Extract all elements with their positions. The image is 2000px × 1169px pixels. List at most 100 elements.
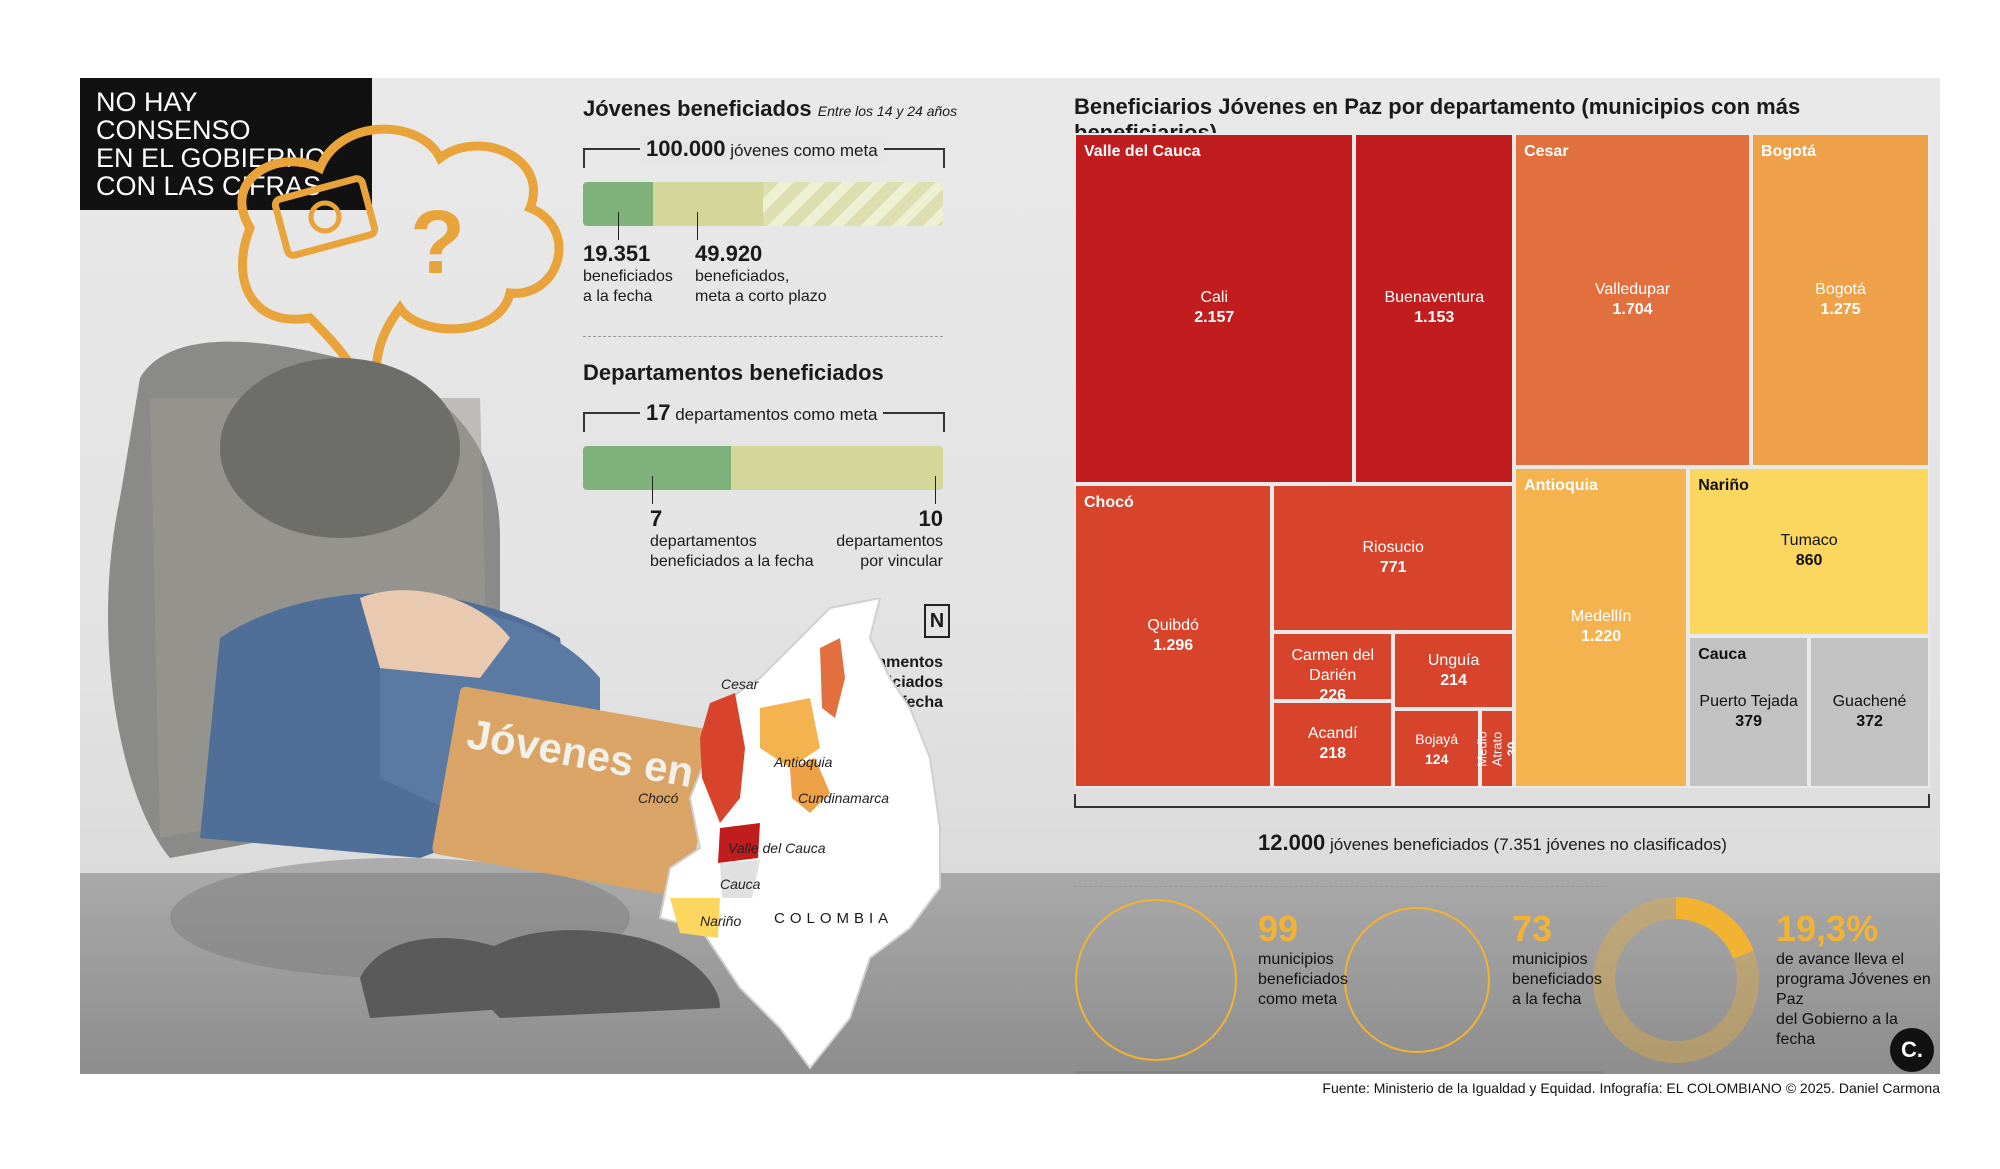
map-label-cauca: Cauca xyxy=(720,876,761,892)
money-icon xyxy=(271,175,379,259)
stat-current-value: 73 xyxy=(1512,908,1553,949)
municipality-name: Buenaventura xyxy=(1384,289,1485,307)
municipality-name: Medio Atrato xyxy=(1474,730,1505,767)
progress-ring-fill xyxy=(1675,897,1754,960)
map-label-narino: Nariño xyxy=(700,913,742,929)
treemap-cell-tumaco: Nariño Tumaco 860 xyxy=(1688,466,1930,636)
dept-cauca xyxy=(720,860,760,898)
stat-goal-desc: municipios beneficiados como meta xyxy=(1258,950,1348,1010)
youth-subtitle: Entre los 14 y 24 años xyxy=(817,103,958,119)
desc-line: programa Jóvenes en Paz xyxy=(1776,971,1931,1008)
treemap-dept-label: Chocó xyxy=(1084,493,1134,511)
treemap-cell-carmen-del-dari-n: Carmen del Darién 226 xyxy=(1272,631,1394,704)
desc-line: de avance lleva el xyxy=(1776,951,1905,968)
departments-goal-value: 17 xyxy=(646,400,671,425)
treemap-municipality-label: Tumaco 860 xyxy=(1690,531,1928,571)
stat-progress-value: 19,3% xyxy=(1776,908,1879,949)
treemap-cell-acand-: Acandí 218 xyxy=(1272,700,1394,788)
departments-progress-bar xyxy=(583,446,943,490)
total-label: 12.000 jóvenes beneficiados (7.351 jóven… xyxy=(1258,830,1727,856)
stats-graphics xyxy=(1074,897,1759,1073)
municipality-name: Medellín xyxy=(1570,608,1632,626)
treemap-cell-puerto-tejada: Cauca Puerto Tejada 379 xyxy=(1688,635,1810,788)
departments-pending-tick xyxy=(935,476,936,504)
youth-short-term-segment xyxy=(653,182,763,226)
total-note: (7.351 jóvenes no clasificados) xyxy=(1493,835,1727,854)
sitting-person-figure xyxy=(108,341,720,1018)
youth-short-desc: beneficiados, meta a corto plazo xyxy=(695,267,827,307)
municipality-value: 1.275 xyxy=(1820,300,1861,318)
municipality-name: Puerto Tejada xyxy=(1699,692,1798,710)
treemap-municipality-label: Carmen del Darién 226 xyxy=(1274,646,1391,706)
municipality-value: 2.157 xyxy=(1194,309,1235,327)
municipality-name: Bojayá xyxy=(1415,730,1459,747)
municipality-value: 124 xyxy=(1425,750,1449,767)
headline-line: NO HAY CONSENSO xyxy=(96,87,251,145)
youth-title: Jóvenes beneficiados Entre los 14 y 24 a… xyxy=(583,96,957,122)
total-value: 12.000 xyxy=(1258,830,1326,855)
departments-goal-label: 17 departamentos como meta xyxy=(640,400,884,426)
headline-box: NO HAY CONSENSO EN EL GOBIERNO CON LAS C… xyxy=(80,78,372,210)
thought-cloud-icon xyxy=(237,124,564,410)
treemap-municipality-label: Acandí 218 xyxy=(1274,724,1391,764)
treemap-cell-bojay-: Bojayá 124 xyxy=(1393,709,1481,788)
dept-narino xyxy=(670,898,720,938)
treemap-dept-label: Cauca xyxy=(1698,645,1747,663)
desc-line: meta a corto plazo xyxy=(695,288,827,305)
dept-cundinamarca xyxy=(790,758,830,813)
treemap-municipality-label: Guachené 372 xyxy=(1811,692,1928,732)
country-shape xyxy=(658,598,941,1070)
youth-current-value: 19.351 xyxy=(583,241,651,266)
municipality-name: Valledupar xyxy=(1594,280,1671,298)
illustration: ? Jóvenes en Paz xyxy=(108,124,740,1018)
map-country-label: COLOMBIA xyxy=(774,910,894,927)
desc-line: como meta xyxy=(1258,991,1338,1008)
municipality-name: Tumaco xyxy=(1780,532,1838,550)
youth-goal-text: jóvenes como meta xyxy=(730,141,878,160)
treemap-dept-label: Bogotá xyxy=(1761,143,1817,160)
treemap-dept-label: Nariño xyxy=(1698,476,1749,494)
treemap-municipality-label: Cali 2.157 xyxy=(1076,288,1352,328)
desc-line: departamentos xyxy=(650,533,757,550)
total-text: jóvenes beneficiados xyxy=(1330,835,1489,854)
el-colombiano-logo: C. xyxy=(1890,1028,1934,1072)
municipality-value: 372 xyxy=(1856,712,1883,730)
youth-short-tick xyxy=(697,212,698,240)
municipality-name: Acandí xyxy=(1307,725,1358,743)
municipality-value: 379 xyxy=(1735,712,1762,730)
municipality-value: 1.153 xyxy=(1414,309,1455,327)
treemap-municipality-label: Medellín 1.220 xyxy=(1516,607,1686,647)
departments-current-value: 7 xyxy=(650,506,663,531)
treemap-cell-buenaventura: Buenaventura 1.153 xyxy=(1354,133,1515,484)
youth-current-tick xyxy=(618,212,619,240)
municipality-value: 860 xyxy=(1795,552,1823,570)
municipality-value: 218 xyxy=(1319,745,1347,763)
treemap-municipality-label: Bojayá 124 xyxy=(1395,729,1478,769)
treemap-municipality-label: Unguía 214 xyxy=(1395,651,1512,691)
treemap-dept-label: Valle del Cauca xyxy=(1084,143,1201,160)
departments-pending-value: 10 xyxy=(918,506,943,531)
municipality-name: Unguía xyxy=(1427,651,1480,669)
desc-line: beneficiados xyxy=(583,268,673,285)
departments-pending-segment xyxy=(731,446,943,490)
departments-title: Departamentos beneficiados xyxy=(583,360,884,385)
treemap-cell-bogot-: Bogotá Bogotá 1.275 xyxy=(1751,133,1930,467)
source-credit: Fuente: Ministerio de la Igualdad y Equi… xyxy=(1322,1080,1940,1096)
goal-circle xyxy=(1075,899,1237,1061)
treemap-total-bracket xyxy=(1074,794,1930,808)
desc-line: municipios xyxy=(1258,951,1334,968)
municipality-value: 771 xyxy=(1379,558,1407,576)
infographic: NO HAY CONSENSO EN EL GOBIERNO CON LAS C… xyxy=(80,78,1940,1074)
youth-title-text: Jóvenes beneficiados xyxy=(583,96,812,121)
desc-line: del Gobierno a la fecha xyxy=(1776,1011,1898,1048)
current-circle xyxy=(1344,907,1490,1053)
treemap: Valle del Cauca Cali 2.157 Buenaventura 1.15… xyxy=(1074,133,1930,788)
treemap-municipality-label: Valledupar 1.704 xyxy=(1516,280,1749,320)
treemap-cell-cali: Valle del Cauca Cali 2.157 xyxy=(1074,133,1355,484)
departments-goal-text: departamentos como meta xyxy=(675,405,878,424)
desc-line: por vincular xyxy=(860,553,943,570)
section-divider xyxy=(583,336,943,337)
treemap-municipality-label: Buenaventura 1.153 xyxy=(1356,288,1512,328)
municipality-value: 226 xyxy=(1319,687,1347,705)
treemap-title: Beneficiarios Jóvenes en Paz por departa… xyxy=(1074,94,1801,145)
